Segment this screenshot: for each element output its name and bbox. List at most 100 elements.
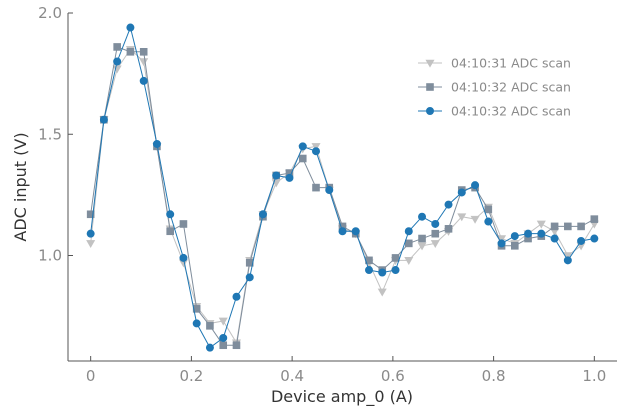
- x-axis-title: Device amp_0 (A): [271, 387, 413, 407]
- legend-label: 04:10:31 ADC scan: [451, 56, 571, 71]
- series-2-point: [484, 205, 493, 214]
- series-3-point: [351, 227, 360, 236]
- series-3-point: [192, 319, 201, 328]
- series-3-point: [524, 229, 533, 238]
- series-3-point: [563, 256, 572, 265]
- series-2-point: [391, 254, 400, 262]
- series-2-point: [577, 222, 585, 231]
- series-1-point: [311, 143, 321, 151]
- series-2-point: [219, 341, 228, 350]
- series-2-point: [166, 227, 174, 236]
- series-2-point: [418, 234, 426, 243]
- series-3-point: [152, 139, 161, 148]
- series-3-point: [550, 234, 559, 243]
- legend-marker: [425, 59, 435, 68]
- series-3-point: [378, 268, 387, 277]
- legend-marker: [426, 83, 434, 91]
- series-2-point: [232, 341, 241, 350]
- series-2-point: [590, 215, 599, 223]
- series-2-point: [564, 222, 572, 231]
- series-3-point: [497, 239, 506, 248]
- series-3-point: [86, 229, 95, 238]
- series-1-point: [377, 288, 387, 297]
- series-2-point: [404, 239, 413, 248]
- series-3-point: [179, 253, 188, 262]
- series-3-point: [312, 147, 321, 156]
- series-1-point: [430, 240, 440, 248]
- series-2-point: [444, 225, 453, 233]
- x-tick-label: 0.4: [280, 367, 304, 385]
- x-tick-label: 1.0: [582, 367, 606, 385]
- legend-label: 04:10:32 ADC scan: [451, 80, 571, 95]
- series-3-point: [364, 266, 373, 275]
- series-3-point: [444, 200, 453, 209]
- series-3-point: [258, 210, 267, 219]
- axes: [67, 13, 617, 362]
- series-3-point: [404, 227, 413, 236]
- series-3-point: [113, 57, 122, 66]
- series-layer: [86, 23, 599, 352]
- series-3-point: [391, 266, 400, 275]
- x-tick-label: 0.6: [381, 367, 405, 385]
- series-2-point: [431, 229, 440, 238]
- x-tick-label: 0.8: [482, 367, 506, 385]
- series-3-point: [298, 142, 307, 151]
- legend: 04:10:31 ADC scan 04:10:32 ADC scan 04:10:…: [418, 56, 571, 119]
- series-3-point: [232, 292, 241, 301]
- series-1-point: [457, 213, 467, 222]
- series-1-point: [536, 220, 546, 229]
- series-1-point: [139, 58, 149, 67]
- series-3-point: [219, 333, 228, 342]
- series-1-point: [563, 252, 573, 261]
- series-3-point: [418, 212, 427, 221]
- legend-item: 04:10:32 ADC scan: [418, 80, 571, 95]
- series-3-point: [484, 217, 493, 226]
- legend-marker: [425, 107, 434, 116]
- series-2-point: [179, 220, 188, 228]
- series-3-point: [471, 181, 480, 190]
- y-axis-title: ADC input (V): [11, 132, 30, 241]
- series-3-point: [338, 227, 347, 236]
- legend-item: 04:10:32 ADC scan: [418, 104, 571, 119]
- x-tick-label: 0.2: [179, 367, 203, 385]
- series-2-point: [550, 222, 559, 231]
- series-3-point: [205, 343, 214, 352]
- series-3-point: [510, 232, 519, 241]
- series-1-point: [218, 317, 228, 326]
- series-3: [86, 23, 599, 352]
- series-1-point: [86, 240, 96, 248]
- series-1-point: [404, 257, 414, 265]
- series-3-point: [126, 23, 135, 32]
- ticks: 0 0.2 0.4 0.6 0.8 1.0 1.0 1.5 2.0: [38, 4, 606, 385]
- series-2-point: [511, 242, 519, 250]
- series-3-point: [245, 273, 254, 282]
- series-2-point: [206, 322, 214, 330]
- x-tick-label: 0: [86, 367, 96, 385]
- legend-label: 04:10:32 ADC scan: [451, 104, 571, 119]
- y-tick-label: 1.0: [38, 247, 62, 265]
- series-3-line: [90, 25, 595, 349]
- series-3-point: [285, 173, 294, 182]
- series-3-point: [139, 76, 148, 85]
- series-2-point: [192, 305, 201, 313]
- series-2-point: [298, 154, 307, 163]
- series-1-point: [417, 242, 427, 251]
- series-3-point: [537, 229, 546, 238]
- series-3-point: [272, 171, 281, 180]
- series-2-point: [312, 183, 320, 192]
- series-3-point: [166, 210, 175, 219]
- series-3-point: [325, 186, 334, 195]
- legend-item: 04:10:31 ADC scan: [418, 56, 571, 71]
- series-1-point: [470, 215, 480, 224]
- series-3-point: [99, 115, 108, 124]
- series-2-point: [139, 48, 148, 56]
- series-3-point: [457, 188, 466, 197]
- y-tick-label: 2.0: [38, 4, 62, 22]
- series-2-point: [86, 210, 95, 219]
- series-3-point: [590, 234, 599, 243]
- y-tick-label: 1.5: [38, 125, 62, 143]
- series-2-point: [126, 48, 135, 56]
- series-3-point: [577, 236, 586, 245]
- series-2-point: [113, 43, 121, 51]
